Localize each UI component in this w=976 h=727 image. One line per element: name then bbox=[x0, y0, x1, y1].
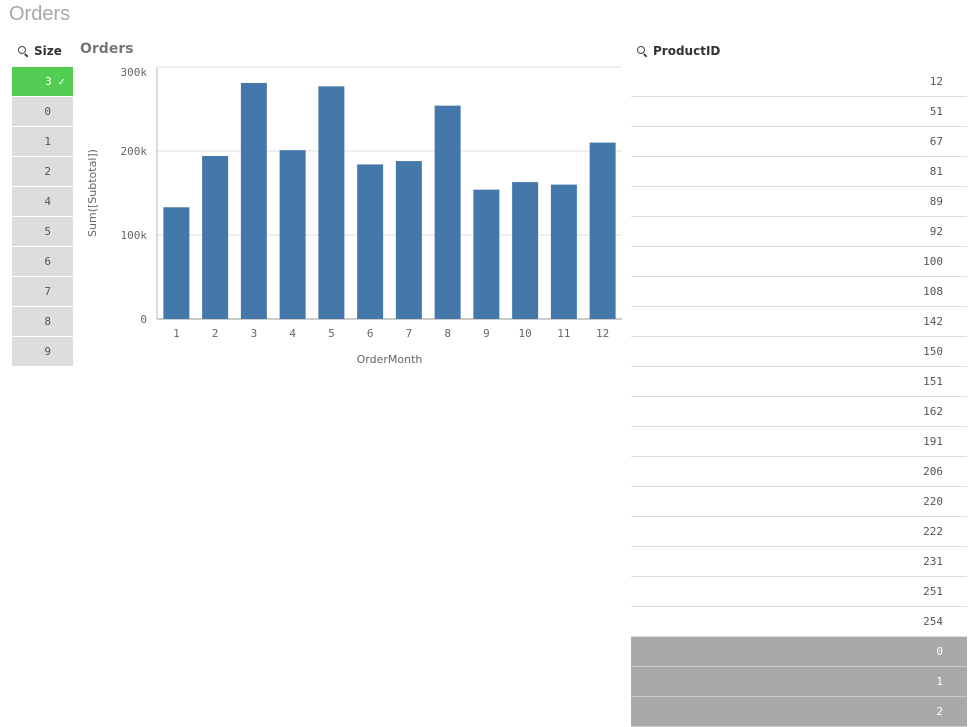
product-item[interactable]: 191 bbox=[631, 427, 967, 457]
product-item[interactable]: 89 bbox=[631, 187, 967, 217]
bar[interactable] bbox=[434, 105, 461, 319]
product-item[interactable]: 206 bbox=[631, 457, 967, 487]
x-tick-label: 7 bbox=[406, 327, 413, 340]
size-item-selected[interactable]: 3 ✓ bbox=[12, 67, 73, 96]
product-item[interactable]: 162 bbox=[631, 397, 967, 427]
bar[interactable] bbox=[357, 164, 384, 319]
product-filter-title: ProductID bbox=[653, 44, 721, 58]
x-tick-label: 6 bbox=[367, 327, 374, 340]
bar[interactable] bbox=[202, 156, 229, 319]
product-item[interactable]: 81 bbox=[631, 157, 967, 187]
x-tick-label: 3 bbox=[251, 327, 258, 340]
product-item[interactable]: 220 bbox=[631, 487, 967, 517]
y-tick-label: 200k bbox=[121, 145, 148, 158]
x-tick-label: 11 bbox=[557, 327, 570, 340]
checkmark-icon: ✓ bbox=[58, 75, 65, 88]
product-item[interactable]: 67 bbox=[631, 127, 967, 157]
y-axis-title: Sum([Subtotal]) bbox=[86, 149, 99, 237]
bar[interactable] bbox=[589, 142, 616, 319]
bar[interactable] bbox=[473, 189, 500, 319]
product-item[interactable]: 12 bbox=[631, 67, 967, 97]
x-tick-label: 12 bbox=[596, 327, 609, 340]
y-tick-label: 100k bbox=[121, 229, 148, 242]
size-item[interactable]: 5 bbox=[12, 217, 73, 246]
size-item[interactable]: 0 bbox=[12, 97, 73, 126]
chart-title: Orders bbox=[80, 41, 134, 57]
product-item[interactable]: 92 bbox=[631, 217, 967, 247]
x-tick-label: 9 bbox=[483, 327, 490, 340]
product-item-excluded[interactable]: 2 bbox=[631, 697, 967, 727]
product-item[interactable]: 108 bbox=[631, 277, 967, 307]
size-item[interactable]: 8 bbox=[12, 307, 73, 336]
size-filter-header[interactable]: Size bbox=[18, 44, 62, 58]
product-item[interactable]: 254 bbox=[631, 607, 967, 637]
bar[interactable] bbox=[279, 150, 306, 319]
size-item[interactable]: 7 bbox=[12, 277, 73, 306]
bar[interactable] bbox=[550, 184, 577, 319]
x-tick-label: 8 bbox=[444, 327, 451, 340]
bar[interactable] bbox=[163, 207, 190, 319]
product-item[interactable]: 151 bbox=[631, 367, 967, 397]
x-tick-label: 1 bbox=[173, 327, 180, 340]
product-filter-header[interactable]: ProductID bbox=[637, 44, 720, 58]
search-icon[interactable] bbox=[18, 46, 28, 56]
product-item[interactable]: 222 bbox=[631, 517, 967, 547]
bar[interactable] bbox=[512, 182, 539, 319]
x-axis-title: OrderMonth bbox=[357, 353, 423, 366]
product-item[interactable]: 100 bbox=[631, 247, 967, 277]
y-tick-label: 300k bbox=[121, 66, 148, 79]
y-tick-label: 0 bbox=[140, 313, 147, 326]
bar[interactable] bbox=[395, 161, 422, 319]
size-item[interactable]: 2 bbox=[12, 157, 73, 186]
x-tick-label: 10 bbox=[519, 327, 532, 340]
size-item[interactable]: 4 bbox=[12, 187, 73, 216]
bar[interactable] bbox=[318, 86, 345, 319]
product-item[interactable]: 150 bbox=[631, 337, 967, 367]
product-filter-list: 12 51 67 81 89 92 100 108 142 150 151 162 191 206 220 2… bbox=[631, 67, 967, 727]
product-item[interactable]: 51 bbox=[631, 97, 967, 127]
product-item[interactable]: 142 bbox=[631, 307, 967, 337]
search-icon[interactable] bbox=[637, 46, 647, 56]
sheet-title: Orders bbox=[9, 3, 71, 25]
size-item[interactable]: 1 bbox=[12, 127, 73, 156]
product-item-excluded[interactable]: 1 bbox=[631, 667, 967, 697]
product-item[interactable]: 231 bbox=[631, 547, 967, 577]
x-tick-label: 5 bbox=[328, 327, 335, 340]
size-filter-title: Size bbox=[34, 44, 62, 58]
product-item-excluded[interactable]: 0 bbox=[631, 637, 967, 667]
size-item[interactable]: 9 bbox=[12, 337, 73, 366]
bar[interactable] bbox=[240, 82, 267, 320]
x-tick-label: 4 bbox=[289, 327, 296, 340]
size-item[interactable]: 6 bbox=[12, 247, 73, 276]
x-tick-label: 2 bbox=[212, 327, 219, 340]
product-item[interactable]: 251 bbox=[631, 577, 967, 607]
size-item-label: 3 bbox=[45, 75, 52, 88]
